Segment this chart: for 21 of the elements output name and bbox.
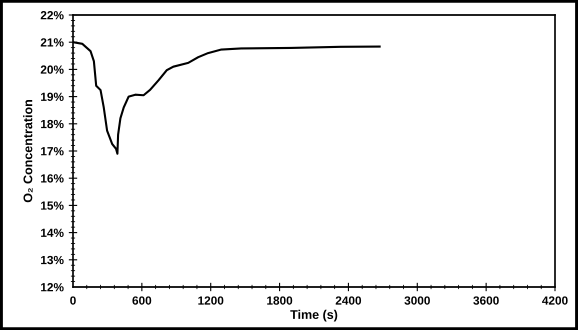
y-tick-label: 15%: [41, 201, 64, 210]
x-tick-label: 0: [70, 296, 76, 305]
x-tick-label: 1200: [198, 296, 224, 305]
x-tick-label: 2400: [336, 296, 362, 305]
y-tick-label: 12%: [41, 283, 64, 292]
y-tick-label: 17%: [41, 147, 64, 156]
y-tick-label: 20%: [40, 65, 64, 74]
x-tick-label: 1800: [267, 296, 292, 305]
x-tick-label: 3600: [473, 296, 499, 305]
y-axis-title: O₂ Concentration: [23, 100, 33, 202]
y-tick-label: 18%: [41, 120, 64, 128]
y-tick-label: 14%: [41, 228, 64, 237]
x-axis-title: Time (s): [290, 310, 338, 322]
x-tick-label: 3000: [404, 296, 430, 305]
x-tick-label: 4200: [542, 296, 568, 305]
y-tick-label: 21%: [40, 38, 64, 47]
y-tick-label: 19%: [41, 92, 64, 101]
x-tick-label: 600: [132, 296, 152, 305]
y-tick-label: 22%: [40, 11, 64, 20]
y-tick-label: 16%: [41, 174, 64, 183]
y-tick-label: 13%: [41, 256, 64, 264]
